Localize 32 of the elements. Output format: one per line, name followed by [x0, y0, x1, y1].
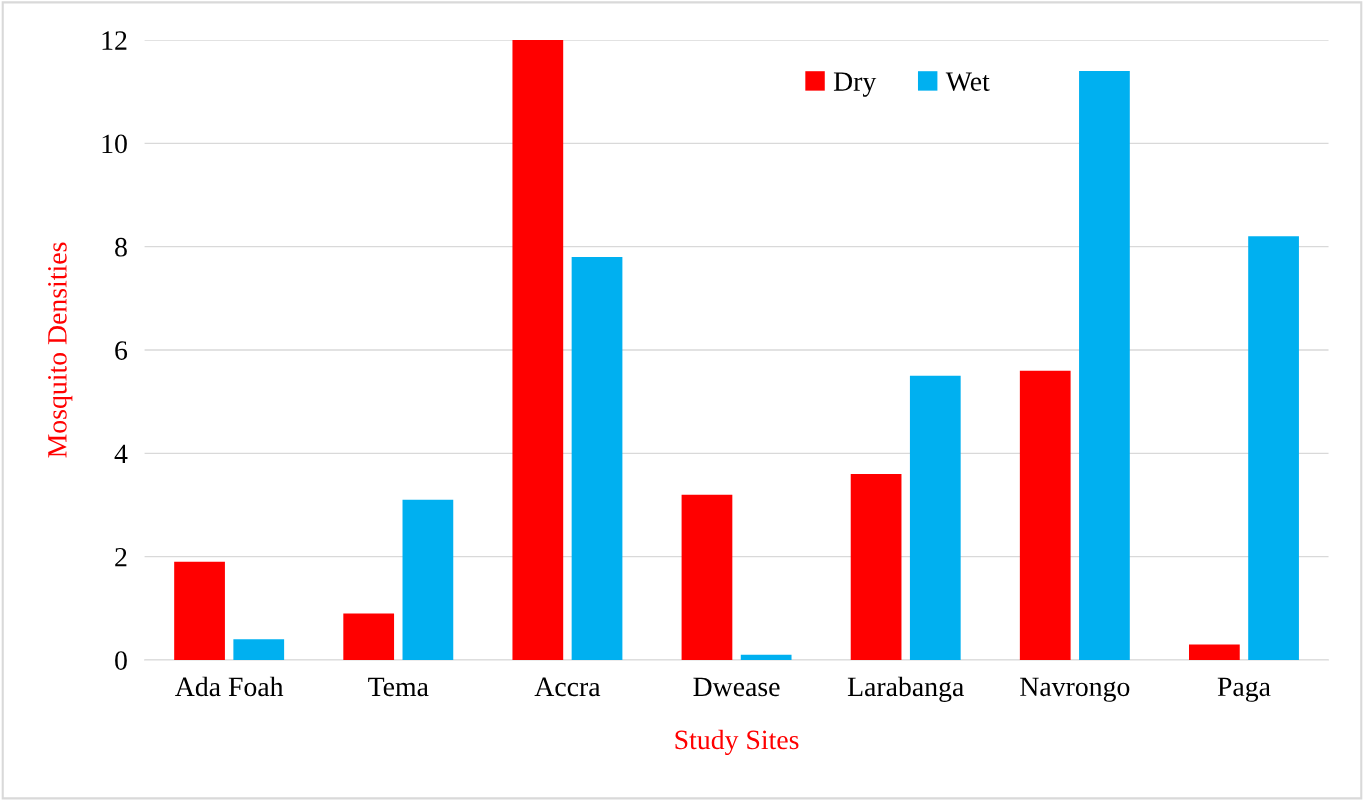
x-tick-label: Tema — [368, 677, 429, 697]
bar — [909, 375, 961, 660]
bar — [512, 40, 564, 660]
bar — [174, 561, 225, 660]
x-tick-label: Larabanga — [847, 676, 964, 702]
x-tick-label: Ada Foah — [175, 676, 284, 697]
y-tick-label: 0 — [115, 651, 127, 670]
bar — [1248, 236, 1299, 660]
x-tick-label: Accra — [534, 677, 601, 697]
bar — [1189, 644, 1240, 660]
x-tick-label: Navrongo — [1020, 677, 1130, 702]
x-tick-label: Paga — [1217, 677, 1271, 702]
bar — [402, 499, 454, 660]
y-tick-label: 8 — [115, 237, 127, 257]
x-axis-title: Study Sites — [675, 729, 799, 755]
y-tick-label: 4 — [114, 444, 128, 463]
bar — [571, 257, 623, 660]
y-tick-label: 12 — [102, 31, 127, 50]
bar — [850, 474, 902, 660]
legend-label: Dry — [833, 72, 877, 97]
y-axis-title: Mosquito Densities — [48, 242, 73, 458]
bar — [1019, 370, 1071, 660]
bar — [1079, 71, 1130, 660]
bar — [740, 654, 792, 660]
y-tick-label: 2 — [115, 547, 127, 567]
y-tick-label: 10 — [102, 134, 127, 154]
y-tick-label: 6 — [115, 341, 128, 360]
bar — [233, 639, 285, 660]
bar — [343, 613, 395, 660]
x-tick-label: Dwease — [693, 677, 780, 697]
bar — [681, 494, 733, 660]
legend-label: Wet — [945, 72, 990, 92]
